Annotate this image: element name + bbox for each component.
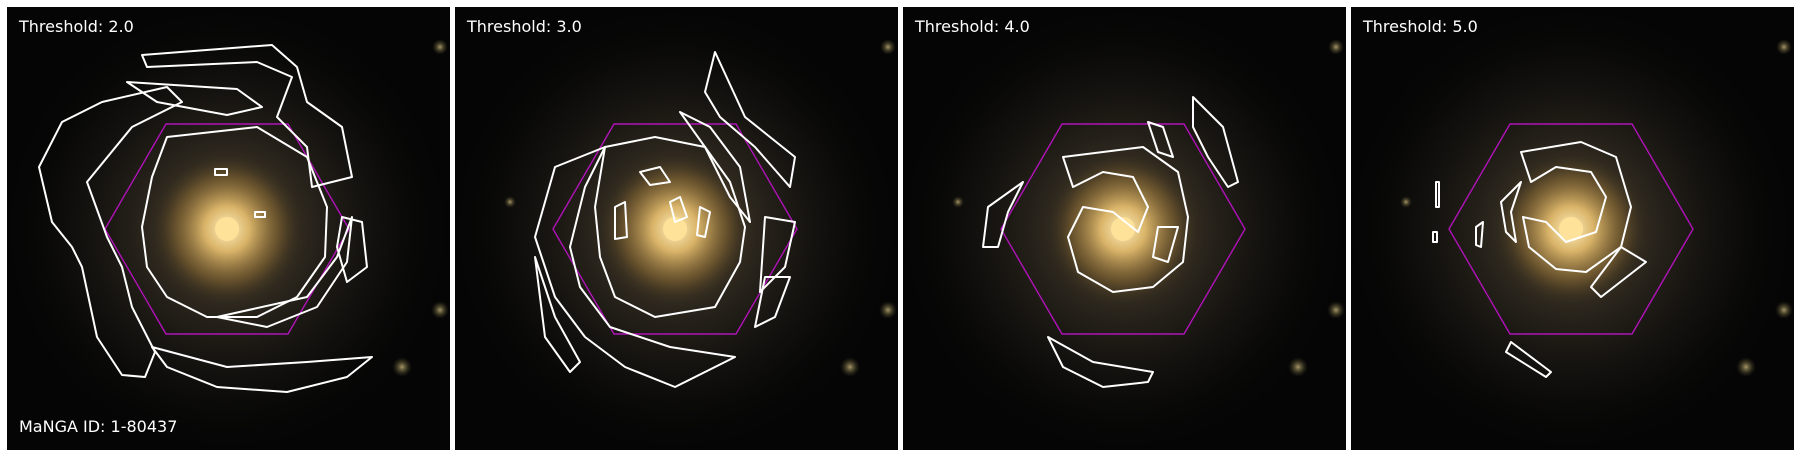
galaxy-panel-threshold-4: Threshold: 4.0	[903, 7, 1346, 450]
threshold-label: Threshold: 5.0	[1363, 17, 1478, 36]
ifu-hexagon	[1000, 123, 1246, 335]
manga-id-label: MaNGA ID: 1-80437	[19, 417, 178, 436]
ifu-hexagon	[104, 123, 350, 335]
threshold-label: Threshold: 2.0	[19, 17, 134, 36]
threshold-label: Threshold: 3.0	[467, 17, 582, 36]
spiral-contours	[38, 44, 373, 393]
ifu-hexagon	[552, 123, 798, 335]
galaxy-image	[1351, 7, 1794, 450]
galaxy-image	[7, 7, 450, 450]
galaxy-panel-threshold-3: Threshold: 3.0	[455, 7, 898, 450]
ifu-hexagon	[1448, 123, 1694, 335]
galaxy-image	[903, 7, 1346, 450]
spiral-contours	[1432, 141, 1647, 378]
galaxy-panel-threshold-2: Threshold: 2.0 MaNGA ID: 1-80437	[7, 7, 450, 450]
spiral-contours	[534, 51, 796, 388]
galaxy-image	[455, 7, 898, 450]
spiral-contours	[982, 96, 1239, 388]
galaxy-panel-threshold-5: Threshold: 5.0	[1351, 7, 1794, 450]
threshold-label: Threshold: 4.0	[915, 17, 1030, 36]
